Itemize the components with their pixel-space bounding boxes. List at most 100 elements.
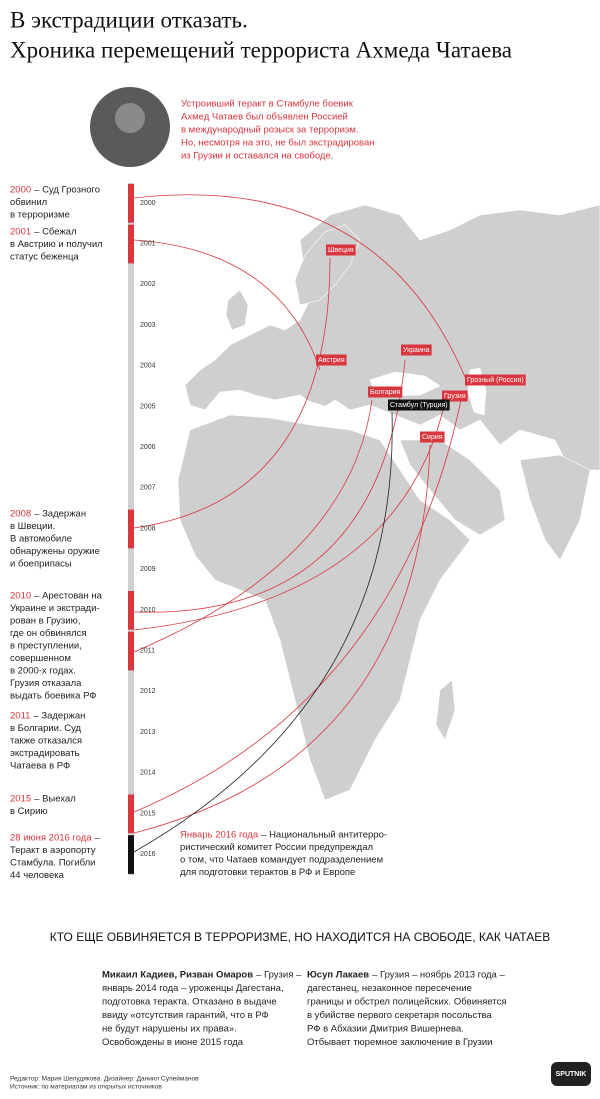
event-date: 2008 xyxy=(10,509,31,520)
place-box xyxy=(388,399,450,411)
event-text: Чатаева в РФ xyxy=(10,761,70,772)
year-label: 2006 xyxy=(140,444,156,451)
timeline-highlight xyxy=(128,224,134,264)
event-text: обнаружены оружие xyxy=(10,546,100,557)
timeline-highlight xyxy=(128,631,134,671)
event-text: обвинил xyxy=(10,197,47,208)
event-text: Теракт в аэропорту xyxy=(10,845,96,856)
event-text: и боеприпасы xyxy=(10,559,72,570)
event-date: 2000 xyxy=(10,185,31,196)
map xyxy=(177,204,600,801)
footer: Источник: по материалам из открытых исто… xyxy=(10,1084,162,1091)
place-box xyxy=(442,390,468,402)
place-label: Грозный (Россия) xyxy=(467,376,524,384)
portrait-face xyxy=(115,103,145,133)
year-label: 2013 xyxy=(140,729,156,736)
mediterranean-sea xyxy=(234,394,396,431)
place-label: Болгария xyxy=(370,389,401,396)
timeline-highlight xyxy=(128,509,134,549)
arc xyxy=(133,394,463,813)
timeline-highlight xyxy=(128,794,134,834)
place-box xyxy=(420,431,445,443)
year-label: 2002 xyxy=(140,281,156,288)
event-date: 2011 xyxy=(10,711,30,722)
item-text: Освобождены в июне 2015 года xyxy=(102,1037,244,1048)
britain xyxy=(225,289,249,331)
year-label: 2012 xyxy=(140,688,156,695)
note-text: – Национальный антитерро- xyxy=(261,830,387,841)
event-text: также отказался xyxy=(10,736,82,747)
event-date: 2010 xyxy=(10,591,31,602)
event-text: статус беженца xyxy=(10,252,79,263)
event-text: выдать боевика РФ xyxy=(10,691,97,702)
item-text: подготовка теракта. Отказано в выдаче xyxy=(102,997,277,1008)
intro: Но, несмотря на это, не был экстрадирова… xyxy=(181,138,375,149)
item-text: не будут нарушены их права». xyxy=(102,1024,237,1035)
event-text: Грузия отказала xyxy=(10,678,82,689)
year-label: 2000 xyxy=(140,200,156,207)
event-text: Украине и экстради- xyxy=(10,603,100,614)
arc xyxy=(133,411,393,853)
place-box xyxy=(368,386,403,398)
title: Хроника перемещений террориста Ахмеда Ча… xyxy=(10,37,512,62)
place-label: Сирия xyxy=(422,434,443,441)
event-date: 2015 xyxy=(10,794,31,805)
intro: из Грузии и оставался на свободе. xyxy=(181,151,333,162)
year-label: 2016 xyxy=(140,851,156,858)
place-box xyxy=(465,374,526,386)
item-text: январь 2014 года – уроженцы Дагестана, xyxy=(102,983,284,994)
event-text: Стамбула. Погибли xyxy=(10,858,95,869)
timeline-highlight xyxy=(128,591,134,630)
event-text: – Задержан xyxy=(34,509,86,520)
event-text: – Задержан xyxy=(33,711,85,722)
event-text: в Болгарии. Суд xyxy=(10,723,82,734)
year-label: 2007 xyxy=(140,485,156,492)
arc xyxy=(133,194,469,385)
item-text: дагестанец, незаконное пересечение xyxy=(307,983,472,994)
year-label: 2001 xyxy=(140,241,156,248)
event-text: – Сбежал xyxy=(34,227,76,238)
names: Микаил Кадиев, Ризван Омаров xyxy=(102,970,253,981)
logo-badge xyxy=(551,1062,591,1086)
place-label: Швеция xyxy=(328,247,354,254)
arc xyxy=(133,444,431,834)
year-label: 2003 xyxy=(140,322,156,329)
event-text: – Арестован на xyxy=(34,591,102,602)
place-label: Грузия xyxy=(444,393,466,400)
event-text: в Австрию и получил xyxy=(10,239,103,250)
footer: Редактор: Мария Шелудякова. Дизайнер: Да… xyxy=(10,1075,199,1083)
intro: Устроивший теракт в Стамбуле боевик xyxy=(181,99,354,110)
item-text: Отбывает тюремное заключение в Грузии xyxy=(307,1037,492,1048)
arabia xyxy=(399,439,506,536)
event-text: В автомобиле xyxy=(10,534,72,545)
arc xyxy=(133,257,331,529)
event-text: – Выехал xyxy=(34,794,76,805)
year-label: 2010 xyxy=(140,607,156,614)
event-date: 28 июня 2016 года xyxy=(10,833,92,844)
year-label: 2014 xyxy=(140,770,156,777)
year-label: 2011 xyxy=(140,648,155,655)
place-label: Стамбул (Турция) xyxy=(390,401,448,409)
year-label: 2009 xyxy=(140,566,156,573)
europe-asia xyxy=(184,204,600,471)
arc xyxy=(133,359,406,613)
madagascar xyxy=(435,679,456,741)
place-box xyxy=(326,244,356,256)
event-text: – Суд Грозного xyxy=(34,185,100,196)
arc xyxy=(133,239,321,371)
year-label: 2004 xyxy=(140,363,156,370)
note-text: о том, что Чатаев командует подразделени… xyxy=(180,855,383,866)
year-label: 2005 xyxy=(140,403,156,410)
event-text: – xyxy=(95,833,101,844)
event-text: в преступлении, xyxy=(10,641,82,652)
year-label: 2008 xyxy=(140,525,156,532)
india xyxy=(519,454,591,561)
title: В экстрадиции отказать. xyxy=(10,7,248,32)
item-text: РФ в Абхазии Дмитрия Вишернева. xyxy=(307,1024,464,1035)
event-text: рован в Грузию, xyxy=(10,616,80,627)
intro: в международный розыск за терроризм. xyxy=(181,125,358,136)
event-text: совершенном xyxy=(10,653,71,664)
names: Юсуп Лакаев xyxy=(307,970,369,981)
arc xyxy=(133,399,373,653)
